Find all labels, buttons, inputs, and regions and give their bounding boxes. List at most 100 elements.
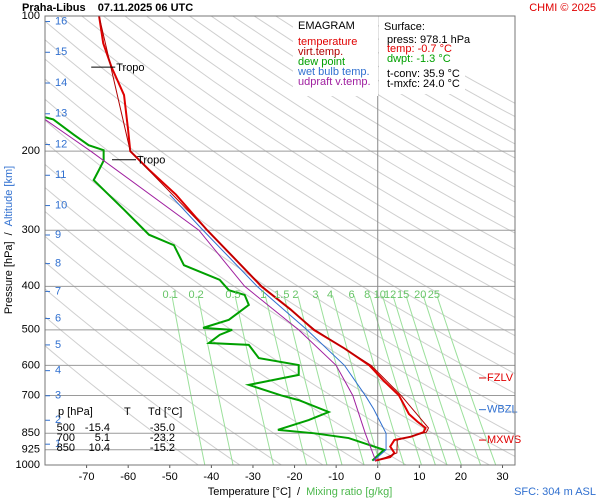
y-tick-label: 100 xyxy=(22,10,40,22)
tropopause-label: Tropo xyxy=(116,62,144,74)
legend-entry: wet bulb temp. xyxy=(297,66,370,78)
mixing-ratio-label: 25 xyxy=(428,289,440,301)
legend-box xyxy=(293,16,378,96)
y-tick-label: 700 xyxy=(22,389,40,401)
dry-adiabat xyxy=(167,16,515,234)
profiles xyxy=(45,16,430,462)
table-cell: 850 xyxy=(57,442,75,454)
mixing-ratio-label: 6 xyxy=(348,289,354,301)
altitude-label: 6 xyxy=(55,312,61,324)
table-cell: -15.2 xyxy=(150,442,175,454)
y-axis-label: Pressure [hPa] / Altitude [km] xyxy=(3,166,15,314)
altitude-label: 1 xyxy=(55,438,61,450)
mixing-ratio-line xyxy=(405,295,462,465)
y-tick-label: 500 xyxy=(22,324,40,336)
legend-entry: temperature xyxy=(298,36,357,48)
table-cell: 10.4 xyxy=(89,442,110,454)
level-label: WBZL xyxy=(487,404,518,416)
table-cell: -35.0 xyxy=(150,422,175,434)
legend-entry: dew point xyxy=(298,56,345,68)
plot-area xyxy=(45,16,515,465)
level-label: FZLV xyxy=(487,372,514,384)
mixing-ratio-line xyxy=(392,295,448,465)
x-tick-label: -50 xyxy=(162,471,178,483)
legend-title: EMAGRAM xyxy=(298,20,355,32)
x-tick-label: -60 xyxy=(120,471,136,483)
mixing-ratio-line xyxy=(353,295,405,465)
station-note: SFC: 304 m ASL xyxy=(514,486,596,498)
table-header: p [hPa] xyxy=(58,406,93,418)
profile-line xyxy=(169,194,387,462)
x-tick-label: 10 xyxy=(413,471,425,483)
x-tick-label: 0 xyxy=(375,471,381,483)
dry-adiabat xyxy=(146,16,515,250)
table-cell: -23.2 xyxy=(150,432,175,444)
surface-title: Surface: xyxy=(384,21,425,33)
altitude-label: 8 xyxy=(55,258,61,270)
dry-adiabat xyxy=(45,58,515,375)
mixing-ratio-line xyxy=(382,295,436,465)
mixing-ratio-label: 1.5 xyxy=(274,289,289,301)
altitude-label: 5 xyxy=(55,339,61,351)
mixing-ratio-label: 1 xyxy=(260,289,266,301)
surface-box xyxy=(379,16,465,94)
mixing-ratio-label: 3 xyxy=(312,289,318,301)
x-tick-label: -10 xyxy=(328,471,344,483)
credit: CHMI © 2025 xyxy=(529,2,596,14)
mixing-ratio-label: 0.5 xyxy=(225,289,240,301)
surface-tmxfc: t-mxfc: 24.0 °C xyxy=(387,78,460,90)
x-label-sep: / xyxy=(297,486,301,498)
x-label-main: Temperature [°C] xyxy=(208,486,291,498)
x-tick-label: -30 xyxy=(245,471,261,483)
surface-dwpt: dwpt: -1.3 °C xyxy=(387,53,451,65)
y-tick-label: 850 xyxy=(22,427,40,439)
legend-entry: udpraft v.temp. xyxy=(298,76,371,88)
level-label: MXWS xyxy=(487,434,521,446)
x-tick-label: 20 xyxy=(455,471,467,483)
dry-adiabat xyxy=(45,20,515,337)
x-tick-label: 30 xyxy=(496,471,508,483)
y-tick-label: 300 xyxy=(22,224,40,236)
mixing-ratio-label: 10 xyxy=(374,289,386,301)
mixing-ratio-label: 2 xyxy=(292,289,298,301)
surface-tconv: t-conv: 35.9 °C xyxy=(387,68,460,80)
mixing-ratio-line xyxy=(422,295,482,465)
x-tick-label: -20 xyxy=(287,471,303,483)
mixing-ratio-label: 4 xyxy=(327,289,333,301)
dry-adiabat xyxy=(189,16,515,219)
mixing-ratio-label: 8 xyxy=(364,289,370,301)
y-label-secondary: Altitude [km] xyxy=(3,166,15,227)
table-cell: 5.1 xyxy=(95,432,110,444)
dry-adiabat xyxy=(210,16,515,203)
mixing-ratio-line xyxy=(171,295,206,465)
mixing-ratio-label: 0.2 xyxy=(188,289,203,301)
altitude-label: 15 xyxy=(55,46,67,58)
chart-title: Praha-Libus 07.11.2025 06 UTC xyxy=(22,2,193,14)
mixing-ratio-line xyxy=(234,295,274,465)
mixing-ratio-label: 20 xyxy=(414,289,426,301)
x-tick-label: -40 xyxy=(203,471,219,483)
dry-adiabat xyxy=(124,16,515,267)
profile-line xyxy=(98,16,430,462)
mixing-ratio-line xyxy=(283,295,328,465)
altitude-label: 13 xyxy=(55,108,67,120)
altitude-label: 11 xyxy=(55,169,66,181)
x-axis-label: Temperature [°C] / Mixing ratio [g/kg] xyxy=(208,486,393,498)
mixing-ratio-line xyxy=(436,295,497,465)
dry-adiabat xyxy=(45,39,515,355)
y-label-main: Pressure [hPa] xyxy=(3,241,15,314)
mixing-ratio-line xyxy=(197,295,234,465)
altitude-label: 3 xyxy=(55,390,61,402)
table-header: Td [°C] xyxy=(148,406,182,418)
y-tick-label: 925 xyxy=(22,444,40,456)
altitude-label: 2 xyxy=(55,414,61,426)
profile-line xyxy=(45,119,377,461)
y-tick-label: 1000 xyxy=(16,459,40,471)
mixing-ratio-line xyxy=(297,295,343,465)
y-tick-label: 400 xyxy=(22,280,40,292)
altitude-label: 16 xyxy=(55,15,67,27)
x-tick-label: -70 xyxy=(79,471,95,483)
altitude-label: 7 xyxy=(55,285,61,297)
dry-adiabat xyxy=(103,16,515,284)
mixing-ratio-line xyxy=(317,295,365,465)
